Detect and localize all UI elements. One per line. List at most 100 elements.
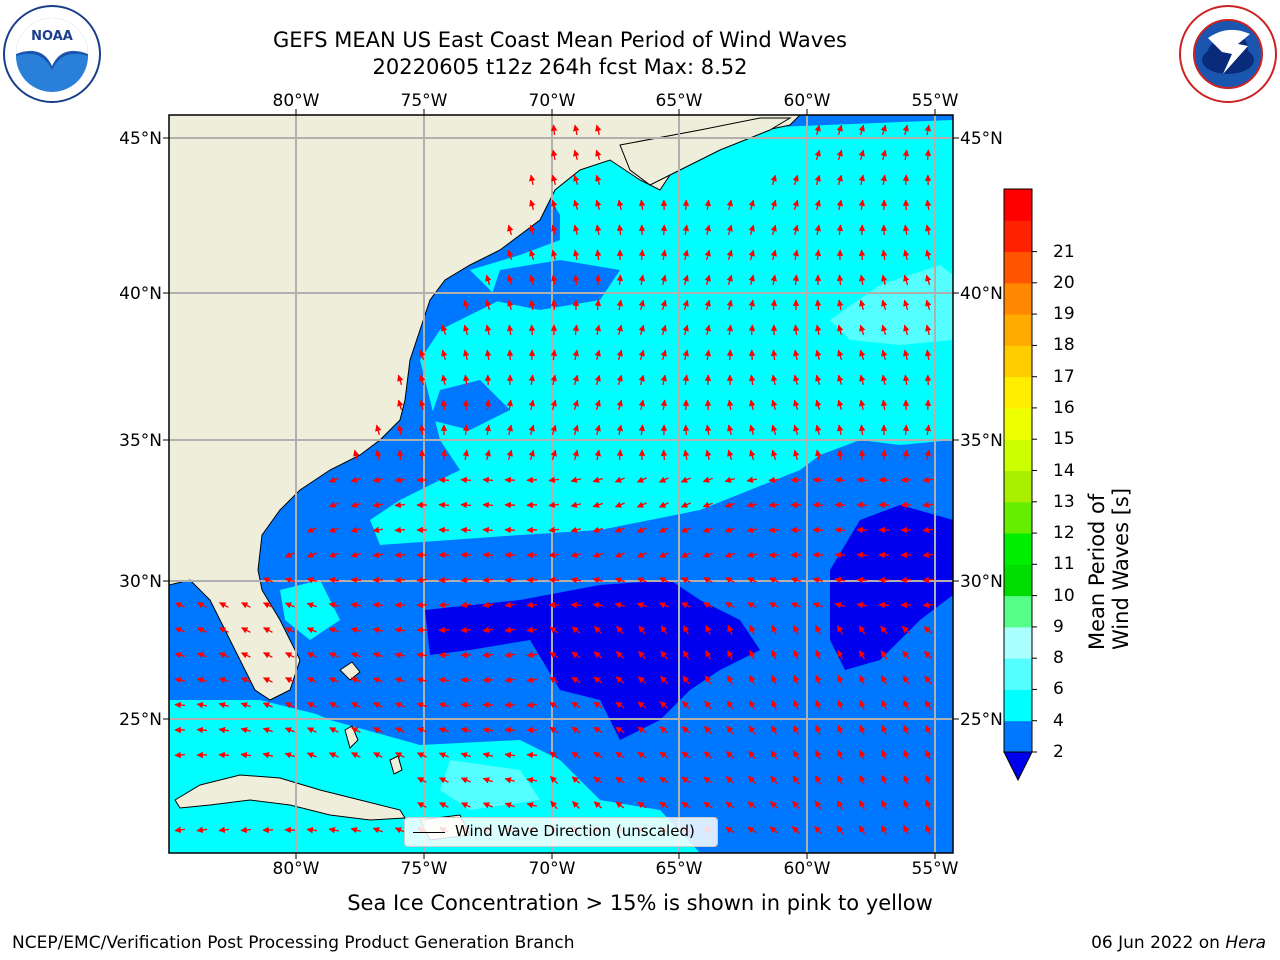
wind-arrow: [771, 399, 778, 410]
wind-arrow: [834, 551, 846, 559]
wind-arrow: [704, 700, 712, 710]
wind-arrow: [573, 199, 580, 210]
wind-arrow: [792, 324, 800, 336]
wind-arrow: [902, 700, 910, 710]
wind-arrow: [703, 577, 713, 584]
wind-arrow: [614, 551, 625, 558]
wind-arrow: [482, 651, 494, 659]
wind-arrow: [394, 677, 405, 684]
wind-arrow: [660, 249, 668, 261]
wind-arrow: [507, 249, 514, 260]
wind-arrow: [815, 750, 822, 760]
wind-arrow: [659, 801, 669, 809]
wind-arrow: [438, 576, 450, 584]
wind-arrow: [815, 649, 822, 660]
lat-labels-left: 45°N 40°N 35°N 30°N 25°N: [119, 129, 162, 730]
wind-arrow: [594, 249, 602, 261]
wind-arrow: [881, 724, 888, 735]
wind-arrow: [549, 726, 559, 734]
wind-arrow: [834, 602, 846, 609]
wind-arrow: [638, 274, 646, 286]
wind-arrow: [724, 501, 735, 508]
wind-arrow: [594, 224, 602, 236]
wind-arrow: [570, 526, 582, 533]
colorbar-tick-label: 12: [1053, 523, 1075, 544]
wind-arrow: [815, 699, 822, 710]
lon-labels-top: 80°W 75°W 70°W 65°W 60°W 55°W: [273, 91, 959, 111]
wind-arrow: [793, 699, 800, 710]
wind-arrow: [549, 651, 559, 659]
wind-arrow: [571, 751, 581, 759]
wind-arrow: [858, 124, 865, 135]
wind-arrow: [504, 651, 516, 659]
lon-label-top: 70°W: [529, 91, 576, 111]
wind-arrow: [394, 551, 406, 559]
wind-arrow: [658, 501, 669, 508]
wind-arrow: [638, 625, 646, 635]
wind-arrow: [528, 374, 536, 386]
wind-arrow: [837, 649, 844, 660]
wind-arrow: [837, 349, 844, 360]
wind-arrow: [903, 274, 910, 285]
wind-arrow: [682, 449, 690, 461]
wind-arrow: [416, 576, 428, 584]
wind-arrow: [572, 324, 580, 336]
wind-arrow: [749, 624, 756, 635]
wind-arrow: [837, 775, 844, 785]
wind-arrow: [747, 801, 757, 809]
wind-arrow: [703, 602, 713, 609]
wind-arrow: [573, 149, 580, 160]
wind-arrow: [682, 700, 690, 710]
wind-arrow: [240, 826, 252, 834]
map-legend: Wind Wave Direction (unscaled): [404, 817, 718, 847]
wind-arrow: [902, 675, 910, 685]
wind-arrow: [484, 399, 492, 411]
wind-arrow: [770, 224, 777, 235]
wind-arrow: [878, 601, 890, 609]
wind-arrow: [726, 299, 733, 310]
colorbar-tick-label: 18: [1053, 335, 1075, 356]
wind-arrow: [881, 349, 888, 360]
colorbar-segment: [1004, 501, 1032, 534]
wind-arrow: [594, 374, 601, 385]
wind-arrow: [902, 449, 910, 461]
wind-arrow: [771, 374, 778, 386]
wind-arrow: [725, 801, 735, 809]
wind-arrow: [660, 274, 667, 285]
wind-arrow: [747, 776, 757, 784]
wind-arrow: [463, 324, 470, 335]
wind-arrow: [593, 776, 603, 784]
wind-arrow: [592, 601, 603, 609]
wind-arrow: [328, 526, 339, 533]
wind-arrow: [419, 399, 426, 411]
wind-arrow: [704, 299, 711, 310]
wind-arrow: [218, 751, 230, 759]
lon-label-bottom: 80°W: [273, 859, 320, 879]
wind-arrow: [482, 501, 494, 509]
wind-arrow: [174, 652, 185, 659]
wind-arrow: [306, 577, 318, 584]
wind-arrow: [615, 676, 625, 684]
wind-arrow: [328, 476, 339, 483]
wind-arrow: [240, 702, 251, 709]
wind-arrow: [900, 576, 912, 584]
wind-arrow: [418, 424, 426, 436]
wind-arrow: [880, 449, 888, 461]
wind-arrow: [504, 626, 516, 634]
wind-arrow: [702, 476, 713, 483]
wind-arrow: [636, 602, 647, 609]
wind-arrow: [595, 124, 602, 135]
wind-arrow: [660, 224, 668, 236]
wind-arrow: [682, 349, 689, 361]
wind-arrow: [551, 249, 558, 260]
wind-arrow: [174, 602, 185, 609]
wind-arrow: [680, 551, 691, 558]
wind-arrow: [615, 726, 625, 734]
wind-arrow: [903, 774, 910, 785]
wind-arrow: [438, 551, 450, 559]
wind-arrow: [439, 802, 449, 809]
wind-arrow: [594, 299, 602, 311]
wind-arrow: [548, 576, 560, 584]
wind-arrow: [902, 374, 910, 385]
wind-arrow: [925, 249, 932, 260]
